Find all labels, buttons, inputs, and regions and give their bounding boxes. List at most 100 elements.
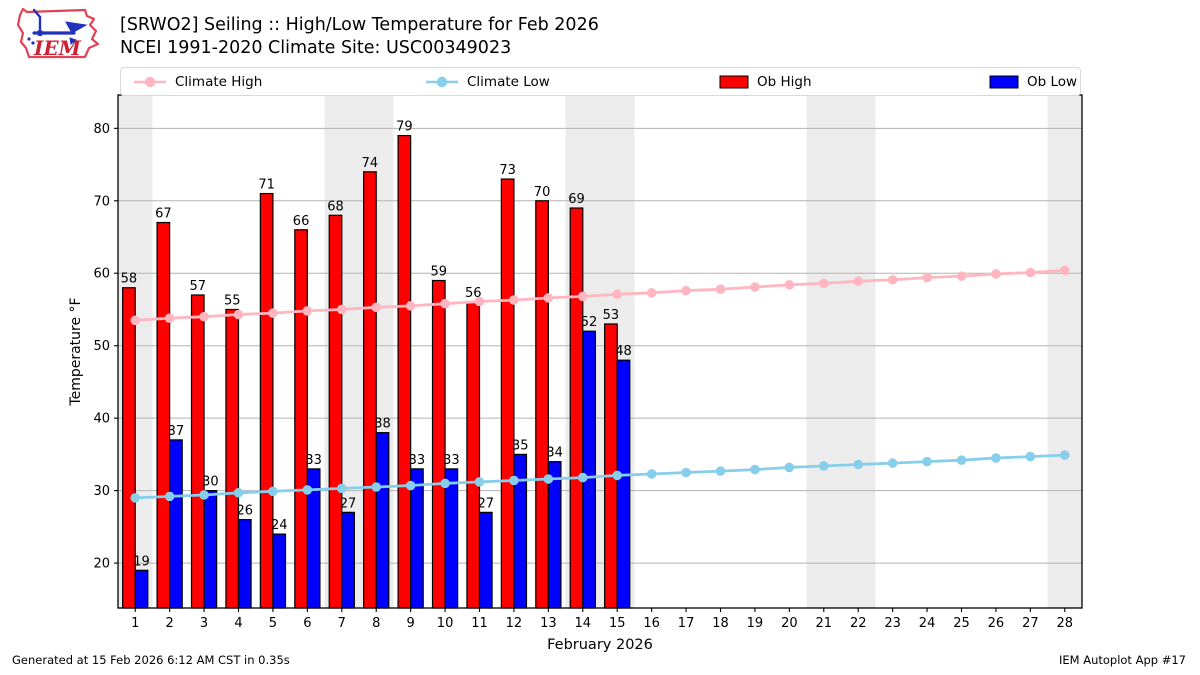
climate-high-marker [1025, 267, 1036, 278]
legend-label: Ob Low [1027, 73, 1078, 90]
ob-low-value: 30 [202, 475, 219, 490]
ob-low-value: 27 [478, 496, 495, 511]
climate-low-marker [268, 486, 278, 497]
ob-high-value: 73 [499, 163, 516, 178]
climate-high-marker [233, 309, 244, 320]
ob-low-value: 33 [305, 453, 322, 468]
climate-low-marker [956, 455, 967, 465]
climate-low-marker [612, 470, 623, 481]
ob-high-value-labels: 58 67 57 55 71 66 68 74 79 59 56 73 70 69 53 [121, 120, 620, 323]
climate-high-marker [956, 271, 967, 281]
climate-low-marker [681, 467, 691, 478]
climate-low-marker [715, 466, 726, 476]
ob-low-bars [134, 330, 631, 609]
climate-low-marker [474, 477, 485, 487]
y-tick-label: 70 [93, 194, 110, 209]
ob-high-bar [190, 294, 205, 609]
climate-high-marker [302, 306, 313, 316]
ob-low-swatch-icon [989, 75, 1019, 88]
climate-low-line [130, 450, 1070, 503]
ob-high-value: 71 [258, 178, 275, 193]
legend-item-climate-low: Climate Low [425, 68, 550, 95]
climate-low-marker [164, 491, 175, 502]
climate-high-marker [887, 274, 898, 285]
climate-low-marker [302, 485, 313, 495]
climate-high-marker [750, 282, 760, 292]
climate-high-marker [818, 278, 829, 289]
axis-ticks [114, 127, 1066, 612]
x-tick-label: 4 [234, 616, 242, 631]
ob-high-value: 56 [465, 286, 482, 301]
climate-high-marker [991, 269, 1001, 279]
weather-vane-icon [27, 8, 88, 45]
climate-high-line-icon [134, 76, 166, 87]
ob-high-bar [466, 301, 481, 609]
ob-low-bar [203, 490, 218, 609]
legend-label: Climate High [175, 73, 263, 90]
climate-low-marker [440, 478, 450, 489]
ob-low-value: 37 [168, 424, 185, 439]
climate-high-marker [577, 291, 588, 302]
x-tick-label: 6 [303, 616, 311, 631]
ob-high-bar [363, 171, 377, 609]
x-tick-label: 24 [919, 616, 936, 631]
ob-high-value: 58 [121, 272, 138, 287]
ob-high-value: 69 [568, 192, 585, 207]
ob-high-bar [535, 200, 549, 609]
ob-high-bar [604, 323, 618, 609]
x-axis-label: February 2026 [547, 637, 653, 653]
x-tick-label: 16 [643, 616, 660, 631]
ob-high-bar [500, 178, 515, 609]
ob-low-value: 33 [409, 453, 426, 468]
climate-high-marker [164, 313, 175, 323]
x-tick-label: 2 [166, 616, 174, 631]
ob-high-bar [225, 308, 240, 609]
iem-logo: IEM [16, 7, 100, 60]
climate-low-marker [784, 462, 795, 473]
climate-low-marker [1025, 451, 1036, 462]
ob-low-bar [582, 330, 596, 609]
climate-low-marker [199, 490, 209, 500]
climate-high-marker [474, 296, 485, 307]
ob-high-value: 57 [190, 279, 207, 294]
climate-low-marker [543, 474, 554, 484]
x-tick-label: 8 [372, 616, 380, 631]
y-tick-labels: 20 30 40 50 60 70 80 [93, 122, 110, 572]
ob-high-bar [328, 214, 343, 609]
climate-low-marker [853, 459, 864, 470]
legend-label: Ob High [757, 73, 812, 90]
climate-low-line-icon [426, 76, 458, 87]
ob-low-bar [341, 511, 355, 609]
ob-low-bar [375, 432, 390, 609]
weekend-band [1047, 95, 1082, 608]
ob-high-value: 74 [362, 156, 379, 171]
y-tick-label: 60 [93, 267, 110, 282]
climate-low-marker [130, 493, 141, 503]
x-tick-label: 17 [678, 616, 695, 631]
ob-high-bars [122, 134, 618, 609]
climate-high-marker [509, 295, 519, 305]
ob-high-bar [294, 229, 308, 609]
ob-low-value: 33 [443, 453, 460, 468]
climate-high-marker [371, 302, 382, 313]
climate-high-marker [405, 301, 416, 311]
ob-high-value: 79 [396, 120, 413, 135]
x-tick-label: 27 [1022, 616, 1039, 631]
ob-low-value-labels: 19 37 30 26 24 33 27 38 33 33 27 35 34 52 48 [133, 315, 632, 569]
legend-item-climate-high: Climate High [133, 68, 262, 95]
ob-high-bar [259, 192, 274, 609]
x-tick-label: 20 [781, 616, 798, 631]
ob-low-value: 52 [581, 315, 598, 330]
ob-low-bar [444, 468, 459, 609]
x-tick-label: 21 [816, 616, 833, 631]
climate-high-marker [130, 315, 141, 326]
ob-high-value: 55 [224, 293, 241, 308]
x-tick-label: 26 [988, 616, 1005, 631]
climate-low-marker [577, 472, 588, 483]
climate-high-marker [784, 280, 795, 290]
ob-low-value: 19 [133, 554, 150, 569]
x-tick-label: 19 [747, 616, 764, 631]
ob-low-bar [237, 519, 252, 609]
